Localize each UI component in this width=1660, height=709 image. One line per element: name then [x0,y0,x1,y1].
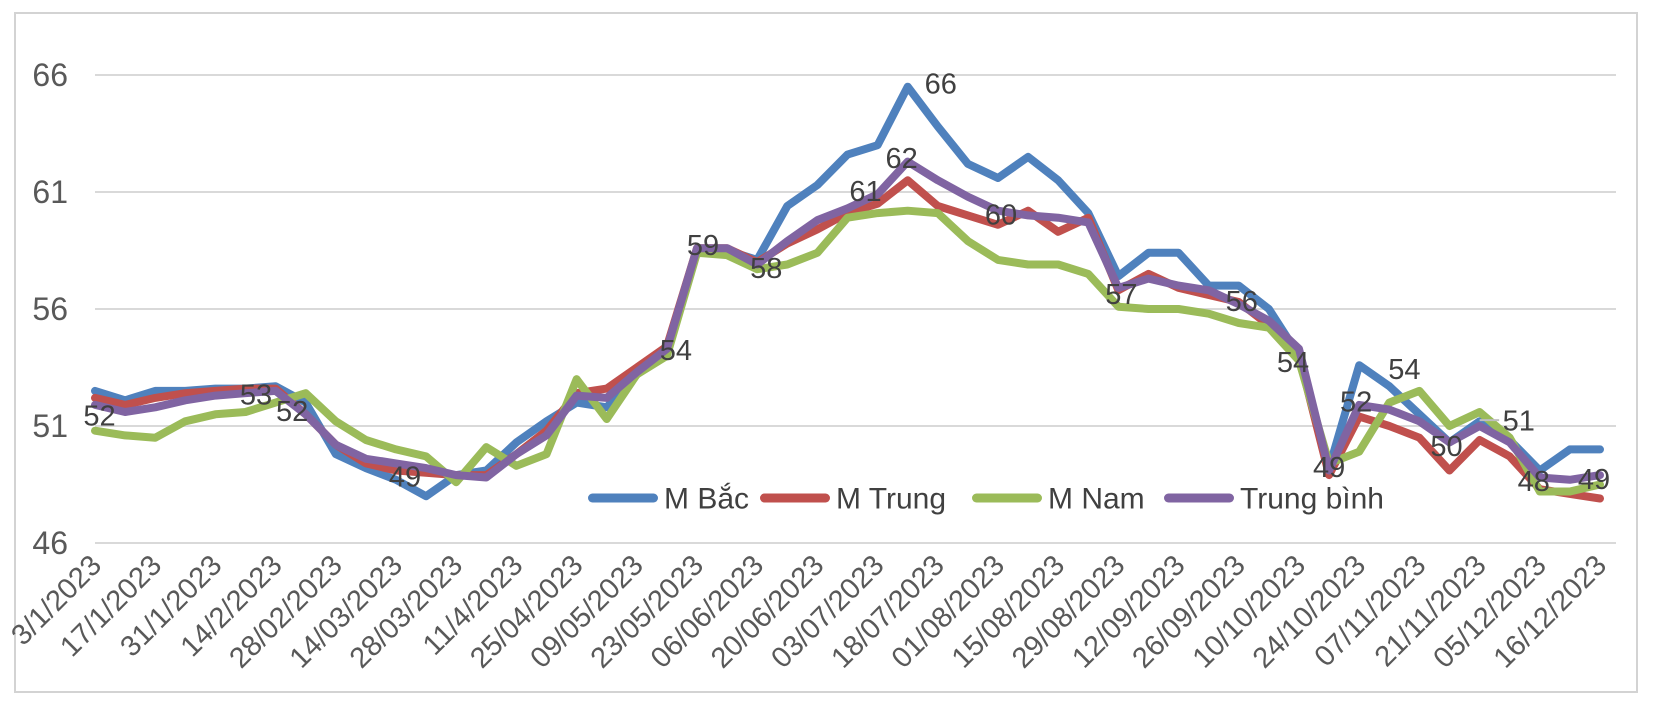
y-axis-tick-label: 51 [32,408,68,444]
data-label: 54 [1388,354,1420,386]
legend-item-m-trung[interactable]: M Trung [760,483,946,516]
y-axis-labels-group: 46 51 56 61 66 [32,57,68,561]
data-label: 51 [1503,405,1535,437]
data-label: 50 [1430,431,1462,463]
data-label: 52 [1340,387,1372,419]
data-label: 59 [687,230,719,262]
data-label: 52 [83,401,115,433]
data-label: 49 [389,461,421,493]
y-axis-tick-label: 66 [32,57,68,93]
series-lines-group [91,82,1604,503]
data-label: 49 [1313,452,1345,484]
legend-label-m-nam: M Nam [1048,483,1145,516]
legend-item-m-nam[interactable]: M Nam [972,483,1145,516]
data-label: 61 [849,176,881,208]
data-label: 49 [1578,464,1610,496]
legend-swatch-trung-binh [1164,493,1234,503]
y-axis-tick-label: 61 [32,174,68,210]
legend-swatch-m-bac [588,493,658,503]
data-label: 56 [1226,286,1258,318]
legend-label-trung-binh: Trung bình [1240,483,1384,516]
y-axis-tick-label: 46 [32,525,68,561]
data-label: 66 [925,68,957,100]
data-label: 60 [985,199,1017,231]
data-label: 48 [1518,466,1550,498]
legend-group: M Bắc M Trung M Nam Trung bình [588,483,1384,516]
legend-label-m-bac: M Bắc [664,483,749,516]
legend-item-m-bac[interactable]: M Bắc [588,483,749,516]
series-line-m-bac[interactable] [91,82,1604,501]
data-label: 54 [660,335,692,367]
legend-item-trung-binh[interactable]: Trung bình [1164,483,1384,516]
legend-label-m-trung: M Trung [836,483,946,516]
data-label: 62 [886,143,918,175]
data-label: 53 [240,380,272,412]
data-label: 57 [1105,279,1137,311]
legend-swatch-m-trung [760,493,830,503]
chart-border [14,12,1638,693]
data-label: 52 [276,396,308,428]
series-line-trung-binh[interactable] [91,157,1604,484]
data-label: 54 [1277,347,1309,379]
y-axis-tick-label: 56 [32,291,68,327]
legend-swatch-m-nam [972,493,1042,503]
series-line-m-nam[interactable] [91,206,1604,496]
data-label: 58 [750,253,782,285]
